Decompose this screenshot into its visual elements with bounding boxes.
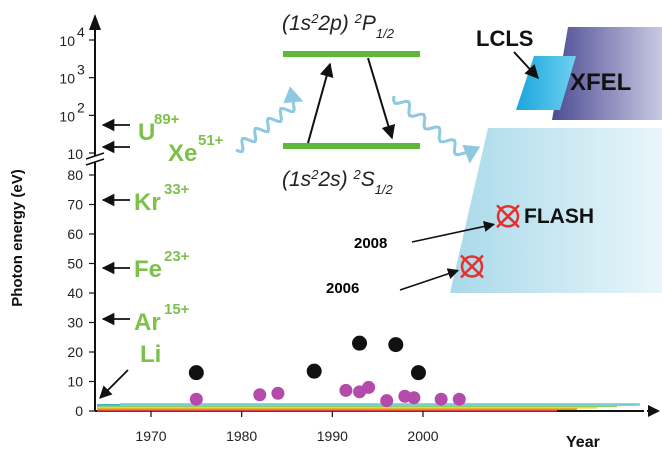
axis-break-mark	[85, 158, 105, 166]
flash-year-arrow	[399, 268, 460, 291]
ion-labels: U89+ Xe 51+ Kr 33+ Fe 23+ Ar 15+ Li	[99, 111, 224, 399]
ion-arrow	[99, 369, 129, 399]
y-tick-label: 70	[67, 197, 83, 213]
y-tick-label: 10	[59, 71, 75, 87]
ion-label: Li	[140, 341, 161, 368]
lower-level-label-part: 2	[352, 167, 361, 182]
x-tick-label: 2000	[407, 428, 438, 444]
y-tick-label: 10	[67, 146, 83, 162]
flash-year-arrow	[411, 220, 496, 243]
baseline-stripe	[97, 408, 577, 411]
data-point	[189, 392, 203, 406]
ion-label: Kr	[134, 189, 161, 216]
flash-marker-cross	[496, 204, 520, 229]
y-tick-exponent: 2	[77, 99, 85, 115]
ion-charge: 23+	[164, 248, 190, 265]
lower-level-label: (1s22s) 2S1/2	[282, 167, 394, 197]
y-tick-label: 50	[67, 256, 83, 272]
lower-level-label-part: S	[361, 168, 375, 191]
y-axis-arrow	[89, 14, 101, 30]
ion-charge: 15+	[164, 301, 190, 318]
data-point	[388, 337, 404, 353]
upper-level-label-part: P	[362, 12, 376, 35]
x-axis-label: Year	[566, 434, 600, 451]
y-tick-label: 10	[59, 33, 75, 49]
baseline-stripe	[97, 405, 617, 408]
flash-year-label: 2008	[354, 235, 387, 252]
x-tick-label: 1990	[317, 428, 348, 444]
data-point	[434, 392, 448, 406]
data-point	[407, 391, 421, 405]
upper-level-label-part: 2	[354, 11, 363, 26]
flash-marker-ring	[496, 205, 520, 228]
x-tick-label: 1980	[226, 428, 257, 444]
facility-labels: LCLS XFEL FLASH 2008 2006	[326, 26, 631, 297]
upper-level-label-part: 2p)	[317, 12, 348, 35]
flash-year-label: 2006	[326, 280, 359, 297]
data-points	[188, 335, 466, 408]
label-patch-2006	[296, 268, 400, 306]
facility-label-xfel: XFEL	[570, 69, 631, 96]
x-tick-label: 1970	[135, 428, 166, 444]
baseline-band	[97, 403, 640, 412]
ion-charge: 33+	[164, 181, 190, 198]
incoming-photon-wave	[235, 86, 304, 154]
excitation-arrow	[307, 62, 334, 144]
data-point	[253, 388, 267, 402]
ion-label: Xe	[168, 140, 197, 167]
lower-level-label-part: 2s)	[317, 168, 347, 191]
xfel-region	[552, 27, 662, 120]
y-tick-label: 30	[67, 315, 83, 331]
y-tick-label: 80	[67, 167, 83, 183]
data-point	[188, 365, 204, 381]
ion-label: Ar	[134, 309, 161, 336]
baseline-stripe	[97, 410, 557, 412]
y-tick-label: 10	[59, 108, 75, 124]
lower-level-label-part: 2	[310, 167, 319, 182]
emitted-photon-wave	[392, 95, 481, 164]
y-axis-label: Photon energy (eV)	[9, 169, 26, 307]
data-point	[452, 392, 466, 406]
lower-level-label-part: 1/2	[375, 182, 394, 197]
x-axis-arrow	[648, 405, 660, 417]
baseline-stripe	[120, 403, 640, 406]
axis-break-mark	[85, 152, 105, 160]
facility-label-lcls: LCLS	[476, 26, 533, 51]
y-tick-label: 40	[67, 285, 83, 301]
x-ticks: 1970 1980 1990 2000	[135, 411, 439, 444]
flash-region	[450, 128, 662, 293]
upper-level-label-part: 2	[310, 11, 319, 26]
upper-level-label-part: (1s	[282, 12, 312, 35]
ion-label: Fe	[134, 256, 162, 283]
y-tick-exponent: 4	[77, 24, 85, 40]
flash-marker-cross	[460, 254, 484, 279]
flash-marker-ring	[460, 255, 484, 278]
y-tick-label: 10	[67, 374, 83, 390]
facility-label-flash: FLASH	[524, 205, 594, 228]
y-tick-label: 0	[75, 403, 83, 419]
lower-level-label-part: (1s	[282, 168, 312, 191]
y-tick-label: 60	[67, 226, 83, 242]
level-scheme: (1s22p) 2P1/2(1s22s) 2S1/2	[235, 11, 481, 197]
data-point	[410, 365, 426, 381]
baseline-stripe	[97, 407, 597, 409]
data-point	[271, 386, 285, 400]
ion-charge: 51+	[198, 132, 224, 149]
data-point	[352, 335, 368, 351]
decay-arrow	[367, 57, 396, 140]
y-tick-label: 20	[67, 344, 83, 360]
upper-level-label-part: 1/2	[376, 26, 395, 41]
data-point	[380, 394, 394, 408]
upper-level-label: (1s22p) 2P1/2	[282, 11, 395, 41]
ion-label: U	[138, 119, 155, 146]
data-point	[339, 383, 353, 397]
lcls-arrow	[513, 51, 539, 80]
data-point	[362, 380, 376, 394]
y-tick-exponent: 3	[77, 62, 85, 78]
data-point	[306, 363, 322, 379]
ion-charge: 89+	[154, 111, 180, 128]
